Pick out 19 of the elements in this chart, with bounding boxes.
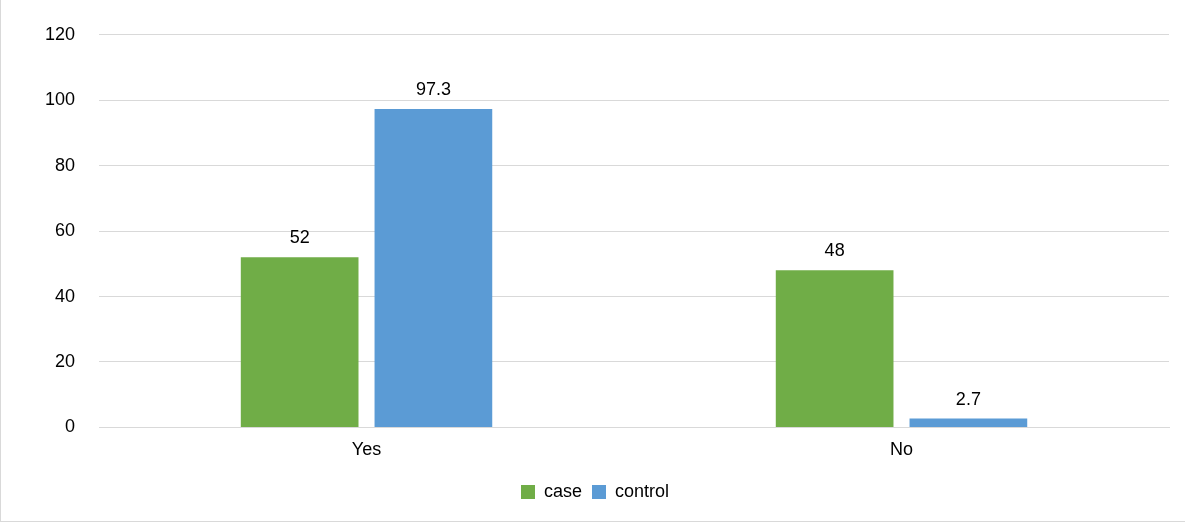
bar [374, 109, 493, 427]
x-tick-label: No [890, 439, 914, 460]
data-label: 97.3 [415, 79, 451, 100]
x-tick-label: Yes [351, 439, 382, 460]
y-tick-label: 20 [55, 350, 76, 371]
y-tick-label: 60 [55, 220, 76, 241]
y-tick-label: 100 [44, 89, 76, 110]
bar [240, 257, 359, 427]
data-label: 2.7 [955, 388, 981, 409]
y-tick-label: 0 [65, 416, 76, 437]
data-label: 48 [824, 240, 845, 261]
bar [775, 270, 894, 427]
data-label: 52 [289, 227, 310, 248]
y-tick-label: 80 [55, 154, 76, 175]
y-tick-label: 40 [55, 285, 76, 306]
legend-label: control [615, 480, 670, 501]
legend-label: case [543, 480, 583, 501]
y-tick-label: 120 [44, 23, 76, 44]
bar [909, 418, 1028, 427]
